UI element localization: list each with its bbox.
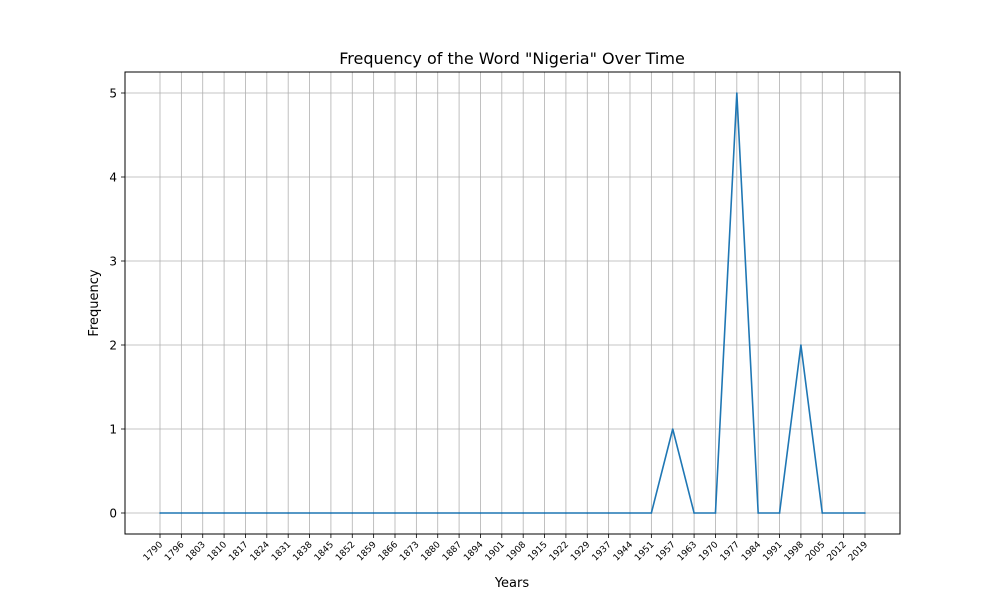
data-point <box>159 512 161 514</box>
x-tick-label: 1880 <box>420 540 443 563</box>
data-point <box>201 512 204 514</box>
x-tick-label: 1998 <box>783 540 806 563</box>
x-tick-label: 1894 <box>462 540 485 563</box>
data-point <box>522 512 524 514</box>
data-point <box>351 512 354 514</box>
plot-area <box>125 72 900 534</box>
x-tick-label: 1963 <box>676 540 699 563</box>
x-tick-label: 1803 <box>185 540 208 563</box>
x-axis-ticks: 1790179618031810181718241831183818451852… <box>142 534 870 563</box>
x-tick-label: 1991 <box>761 540 784 563</box>
data-point <box>394 512 396 514</box>
x-tick-label: 1977 <box>719 540 742 563</box>
data-point <box>458 512 460 514</box>
data-point <box>244 512 247 514</box>
grid <box>125 72 900 534</box>
x-tick-label: 1944 <box>612 540 635 563</box>
x-tick-label: 1859 <box>355 540 378 563</box>
y-tick-label: 5 <box>109 87 117 101</box>
y-tick-label: 4 <box>109 171 117 185</box>
x-tick-label: 1929 <box>569 540 592 563</box>
x-tick-label: 1922 <box>548 540 571 563</box>
data-point <box>821 512 824 514</box>
data-point <box>543 512 546 514</box>
y-axis-ticks: 0 1 2 3 4 5 <box>109 87 125 521</box>
x-tick-label: 1831 <box>270 540 293 563</box>
y-tick-label: 1 <box>109 423 117 437</box>
x-tick-label: 1957 <box>655 540 678 563</box>
y-tick-label: 0 <box>109 507 117 521</box>
x-tick-label: 1845 <box>313 540 336 563</box>
x-tick-label: 1796 <box>163 540 186 563</box>
data-point <box>736 92 738 94</box>
y-tick-label: 3 <box>109 255 117 269</box>
x-tick-label: 1908 <box>505 540 528 563</box>
x-tick-label: 1970 <box>697 540 720 563</box>
data-point <box>479 512 482 514</box>
x-tick-label: 1984 <box>740 540 763 563</box>
data-point <box>330 512 332 514</box>
data-point <box>586 512 589 514</box>
x-tick-label: 1901 <box>484 540 507 563</box>
x-tick-label: 1838 <box>291 540 314 563</box>
data-point <box>565 512 567 514</box>
x-tick-label: 2012 <box>825 540 848 563</box>
data-point <box>287 512 289 514</box>
data-point <box>501 512 503 514</box>
data-point <box>415 512 418 514</box>
chart-title: Frequency of the Word "Nigeria" Over Tim… <box>339 49 685 68</box>
data-point <box>308 512 311 514</box>
x-tick-label: 2019 <box>847 540 870 563</box>
data-point <box>180 512 183 514</box>
x-tick-label: 2005 <box>804 540 827 563</box>
data-point <box>650 512 653 514</box>
series-group <box>159 92 866 514</box>
data-point <box>266 512 268 514</box>
data-point <box>757 512 759 514</box>
y-axis-label: Frequency <box>87 269 102 336</box>
data-point <box>693 512 695 514</box>
x-tick-label: 1915 <box>526 540 549 563</box>
data-point <box>864 512 866 514</box>
x-tick-label: 1852 <box>334 540 357 563</box>
data-point <box>800 344 802 346</box>
x-axis-label: Years <box>494 576 530 591</box>
x-tick-label: 1810 <box>206 540 229 563</box>
x-tick-label: 1873 <box>398 540 421 563</box>
x-tick-label: 1887 <box>441 540 464 563</box>
x-tick-label: 1937 <box>590 540 613 563</box>
data-point <box>671 428 674 430</box>
x-tick-label: 1824 <box>249 540 272 563</box>
series-line <box>160 92 865 514</box>
y-tick-label: 2 <box>109 339 117 353</box>
x-tick-label: 1951 <box>633 540 656 563</box>
data-point <box>714 512 717 514</box>
data-point <box>607 512 610 514</box>
data-point <box>629 512 631 514</box>
x-tick-label: 1790 <box>142 540 165 563</box>
data-point <box>223 512 225 514</box>
data-point <box>372 512 375 514</box>
data-point <box>842 512 845 514</box>
data-point <box>778 512 781 514</box>
plot-frame <box>124 71 901 535</box>
x-tick-label: 1866 <box>377 540 400 563</box>
data-point <box>436 512 439 514</box>
x-tick-label: 1817 <box>227 540 250 563</box>
